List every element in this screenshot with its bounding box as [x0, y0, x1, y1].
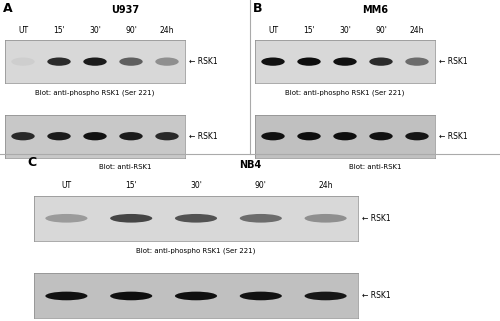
- Ellipse shape: [262, 57, 284, 66]
- Text: 30': 30': [339, 26, 351, 35]
- Ellipse shape: [12, 132, 34, 140]
- Ellipse shape: [370, 57, 392, 66]
- Ellipse shape: [304, 292, 346, 300]
- Text: 90': 90': [255, 181, 266, 190]
- Text: NB4: NB4: [239, 160, 261, 169]
- Text: Blot: anti-RSK1: Blot: anti-RSK1: [349, 164, 401, 170]
- Text: Blot: anti-phospho RSK1 (Ser 221): Blot: anti-phospho RSK1 (Ser 221): [286, 90, 405, 96]
- Ellipse shape: [110, 292, 152, 300]
- Ellipse shape: [156, 132, 178, 140]
- Text: UT: UT: [268, 26, 278, 35]
- Ellipse shape: [406, 57, 428, 66]
- Ellipse shape: [46, 292, 88, 300]
- Text: 90': 90': [125, 26, 137, 35]
- Ellipse shape: [334, 57, 356, 66]
- Text: UT: UT: [18, 26, 28, 35]
- Text: MM6: MM6: [362, 5, 388, 15]
- Text: 24h: 24h: [318, 181, 333, 190]
- Text: B: B: [252, 2, 262, 14]
- Ellipse shape: [175, 214, 217, 222]
- Text: 24h: 24h: [410, 26, 424, 35]
- Ellipse shape: [120, 57, 142, 66]
- Ellipse shape: [84, 132, 106, 140]
- Ellipse shape: [84, 57, 106, 66]
- Text: 24h: 24h: [160, 26, 174, 35]
- Text: 30': 30': [89, 26, 101, 35]
- Ellipse shape: [48, 132, 70, 140]
- Text: ← RSK1: ← RSK1: [189, 132, 218, 141]
- Text: 30': 30': [190, 181, 202, 190]
- Ellipse shape: [46, 214, 88, 222]
- Text: 90': 90': [375, 26, 387, 35]
- Ellipse shape: [240, 214, 282, 222]
- Ellipse shape: [240, 292, 282, 300]
- Ellipse shape: [48, 57, 70, 66]
- Ellipse shape: [110, 214, 152, 222]
- Text: ← RSK1: ← RSK1: [362, 214, 390, 223]
- Ellipse shape: [120, 132, 142, 140]
- Ellipse shape: [406, 132, 428, 140]
- Ellipse shape: [12, 57, 34, 66]
- Text: ← RSK1: ← RSK1: [189, 57, 218, 66]
- Ellipse shape: [370, 132, 392, 140]
- Text: ← RSK1: ← RSK1: [362, 291, 390, 300]
- Text: ← RSK1: ← RSK1: [439, 132, 468, 141]
- Ellipse shape: [334, 132, 356, 140]
- Ellipse shape: [298, 132, 320, 140]
- Text: UT: UT: [62, 181, 72, 190]
- Text: Blot: anti-RSK1: Blot: anti-RSK1: [99, 164, 151, 170]
- Ellipse shape: [298, 57, 320, 66]
- Ellipse shape: [156, 57, 178, 66]
- Text: ← RSK1: ← RSK1: [439, 57, 468, 66]
- Ellipse shape: [304, 214, 346, 222]
- Ellipse shape: [262, 132, 284, 140]
- Text: U937: U937: [111, 5, 139, 15]
- Text: Blot: anti-phospho RSK1 (Ser 221): Blot: anti-phospho RSK1 (Ser 221): [36, 90, 154, 96]
- Text: A: A: [2, 2, 12, 14]
- Text: 15': 15': [126, 181, 137, 190]
- Text: 15': 15': [303, 26, 315, 35]
- Text: Blot: anti-phospho RSK1 (Ser 221): Blot: anti-phospho RSK1 (Ser 221): [136, 247, 256, 254]
- Ellipse shape: [175, 292, 217, 300]
- Text: 15': 15': [53, 26, 65, 35]
- Text: C: C: [28, 156, 36, 169]
